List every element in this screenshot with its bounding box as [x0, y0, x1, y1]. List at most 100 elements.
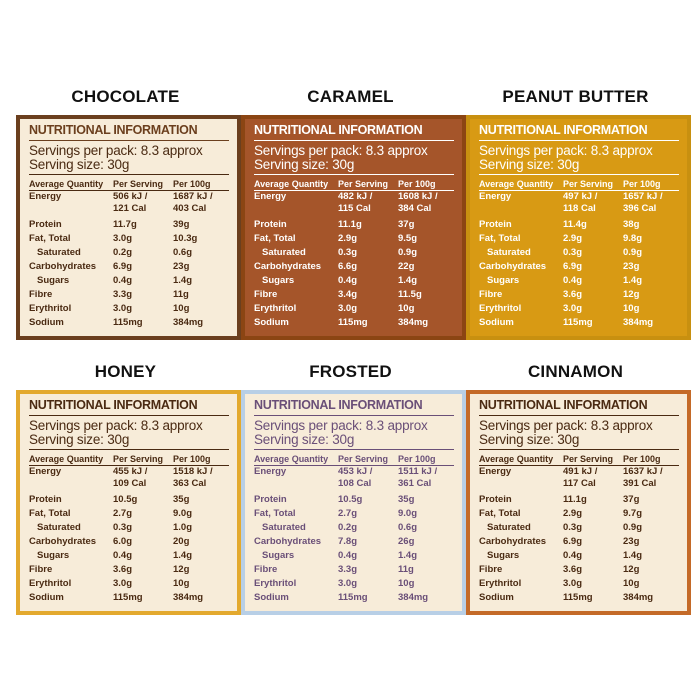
nutrition-table: Average Quantity Per Serving Per 100g En… [29, 177, 229, 331]
value-per-serving: 2.7g [113, 508, 133, 519]
serving-info: Servings per pack: 8.3 approx Serving si… [29, 419, 229, 450]
value-per-100g: 26g [398, 536, 415, 547]
table-row-energy-cal: 117 Cal 391 Cal [479, 478, 679, 494]
panel-heading: NUTRITIONAL INFORMATION [29, 123, 229, 141]
row-label: Sodium [29, 592, 64, 603]
table-header-row: Average Quantity Per Serving Per 100g [479, 452, 679, 466]
value-per-100g: 23g [623, 536, 640, 547]
table-row-energy-cal: 109 Cal 363 Cal [29, 478, 229, 494]
value-per-serving: 115mg [338, 592, 368, 603]
value-per-serving: 3.3g [338, 564, 358, 575]
row-label: Energy [254, 191, 287, 202]
value-per-serving: 0.4g [113, 550, 133, 561]
servings-per-pack: Servings per pack: 8.3 approx [29, 143, 203, 158]
table-row: Erythritol 3.0g 10g [29, 303, 229, 317]
table-row: Fibre 3.4g 11.5g [254, 289, 454, 303]
value-per-serving: 115mg [113, 592, 143, 603]
table-header-row: Average Quantity Per Serving Per 100g [29, 177, 229, 191]
row-label: Sodium [29, 317, 64, 328]
energy-serving-cal: 121 Cal [113, 203, 147, 214]
value-per-100g: 37g [398, 219, 415, 230]
energy-serving-cal: 115 Cal [338, 203, 371, 214]
value-per-serving: 115mg [563, 592, 593, 603]
row-label: Sodium [254, 317, 289, 328]
nutrition-panel-caramel: NUTRITIONAL INFORMATION Servings per pac… [241, 115, 466, 340]
value-per-100g: 1.4g [398, 275, 418, 286]
row-label: Erythritol [29, 303, 72, 314]
value-per-100g: 1.4g [623, 275, 643, 286]
serving-info: Servings per pack: 8.3 approx Serving si… [479, 144, 679, 175]
row-label: Fibre [29, 289, 53, 300]
table-row: Sugars 0.4g 1.4g [29, 275, 229, 289]
row-label: Protein [29, 494, 62, 505]
col-header-average-quantity: Average Quantity [29, 178, 104, 189]
value-per-serving: 2.9g [563, 508, 583, 519]
value-per-100g: 384mg [173, 317, 204, 328]
row-label: Carbohydrates [254, 536, 322, 547]
value-per-100g: 384mg [623, 592, 654, 603]
value-per-100g: 384mg [398, 317, 429, 328]
energy-100g-cal: 391 Cal [623, 478, 657, 489]
nutrition-panel-cinnamon: NUTRITIONAL INFORMATION Servings per pac… [466, 390, 691, 615]
col-header-per-serving: Per Serving [563, 453, 614, 464]
nutrition-panel-chocolate: NUTRITIONAL INFORMATION Servings per pac… [16, 115, 241, 340]
table-row: Sodium 115mg 384mg [29, 317, 229, 331]
row-label-empty [29, 203, 113, 219]
col-header-per-serving: Per Serving [113, 178, 164, 189]
value-per-serving: 0.3g [113, 522, 133, 533]
table-row: Sugars 0.4g 1.4g [479, 275, 679, 289]
table-row: Saturated 0.3g 0.9g [479, 247, 679, 261]
value-per-serving: 6.0g [113, 536, 133, 547]
value-per-100g: 1.4g [173, 275, 193, 286]
value-per-100g: 12g [623, 289, 640, 300]
value-per-serving: 3.6g [563, 289, 583, 300]
value-per-100g: 0.6g [173, 247, 193, 258]
value-per-serving: 10.5g [338, 494, 363, 505]
value-per-100g: 11g [173, 289, 189, 300]
table-row: Fat, Total 2.9g 9.5g [254, 233, 454, 247]
nutrition-table: Average Quantity Per Serving Per 100g En… [254, 177, 454, 331]
col-header-average-quantity: Average Quantity [479, 178, 554, 189]
nutrition-table: Average Quantity Per Serving Per 100g En… [479, 177, 679, 331]
energy-100g-kj: 1657 kJ / [623, 191, 663, 202]
table-row: Fat, Total 2.7g 9.0g [29, 508, 229, 522]
row-label: Protein [479, 494, 512, 505]
table-row: Sodium 115mg 384mg [479, 317, 679, 331]
table-row: Erythritol 3.0g 10g [254, 578, 454, 592]
row-label: Fibre [29, 564, 53, 575]
row-label: Carbohydrates [479, 261, 547, 272]
table-row-energy-cal: 118 Cal 396 Cal [479, 203, 679, 219]
table-row: Sodium 115mg 384mg [254, 592, 454, 606]
value-per-100g: 9.0g [173, 508, 193, 519]
table-row: Sodium 115mg 384mg [479, 592, 679, 606]
energy-serving-kj: 497 kJ / [563, 191, 598, 202]
row-label: Energy [29, 466, 62, 477]
row-label-empty [479, 203, 563, 219]
row-label-empty [254, 203, 338, 219]
serving-info: Servings per pack: 8.3 approx Serving si… [29, 144, 229, 175]
flavor-title-caramel: CARAMEL [307, 87, 394, 106]
table-header-row: Average Quantity Per Serving Per 100g [254, 452, 454, 466]
energy-serving-kj: 455 kJ / [113, 466, 148, 477]
value-per-100g: 0.6g [398, 522, 418, 533]
serving-info: Servings per pack: 8.3 approx Serving si… [479, 419, 679, 450]
table-header-row: Average Quantity Per Serving Per 100g [254, 177, 454, 191]
value-per-serving: 3.4g [338, 289, 358, 300]
serving-size: Serving size: 30g [29, 157, 130, 172]
col-header-per-serving: Per Serving [338, 453, 389, 464]
value-per-serving: 0.3g [338, 247, 358, 258]
value-per-100g: 1.4g [173, 550, 193, 561]
table-row: Sugars 0.4g 1.4g [479, 550, 679, 564]
row-label: Erythritol [29, 578, 72, 589]
row-label: Protein [29, 219, 62, 230]
serving-size: Serving size: 30g [29, 432, 130, 447]
row-label: Sugars [487, 275, 520, 286]
value-per-serving: 3.0g [113, 233, 133, 244]
value-per-100g: 9.5g [398, 233, 418, 244]
value-per-serving: 6.9g [563, 261, 583, 272]
table-row: Fat, Total 2.9g 9.7g [479, 508, 679, 522]
servings-per-pack: Servings per pack: 8.3 approx [479, 143, 653, 158]
energy-100g-cal: 403 Cal [173, 203, 207, 214]
energy-100g-kj: 1608 kJ / [398, 191, 438, 202]
row-label: Fibre [479, 564, 503, 575]
